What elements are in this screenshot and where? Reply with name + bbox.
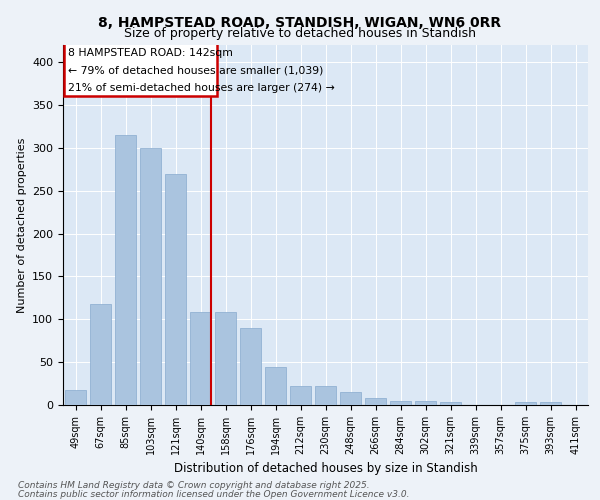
Bar [165, 174, 186, 405]
Text: ← 79% of detached houses are smaller (1,039): ← 79% of detached houses are smaller (1,… [68, 66, 323, 76]
FancyBboxPatch shape [64, 44, 217, 96]
Bar [115, 135, 136, 405]
Y-axis label: Number of detached properties: Number of detached properties [17, 138, 26, 312]
Bar [540, 402, 561, 405]
Bar [415, 400, 436, 405]
Bar [90, 304, 111, 405]
Text: 21% of semi-detached houses are larger (274) →: 21% of semi-detached houses are larger (… [68, 82, 335, 92]
Bar [190, 312, 211, 405]
Bar [215, 312, 236, 405]
X-axis label: Distribution of detached houses by size in Standish: Distribution of detached houses by size … [173, 462, 478, 475]
Text: Size of property relative to detached houses in Standish: Size of property relative to detached ho… [124, 28, 476, 40]
Bar [315, 386, 336, 405]
Bar [65, 390, 86, 405]
Bar [265, 368, 286, 405]
Text: Contains public sector information licensed under the Open Government Licence v3: Contains public sector information licen… [18, 490, 409, 499]
Text: 8 HAMPSTEAD ROAD: 142sqm: 8 HAMPSTEAD ROAD: 142sqm [68, 48, 233, 58]
Bar [515, 402, 536, 405]
Text: 8, HAMPSTEAD ROAD, STANDISH, WIGAN, WN6 0RR: 8, HAMPSTEAD ROAD, STANDISH, WIGAN, WN6 … [98, 16, 502, 30]
Bar [365, 398, 386, 405]
Text: Contains HM Land Registry data © Crown copyright and database right 2025.: Contains HM Land Registry data © Crown c… [18, 481, 370, 490]
Bar [390, 400, 411, 405]
Bar [290, 386, 311, 405]
Bar [340, 392, 361, 405]
Bar [440, 402, 461, 405]
Bar [240, 328, 261, 405]
Bar [140, 148, 161, 405]
